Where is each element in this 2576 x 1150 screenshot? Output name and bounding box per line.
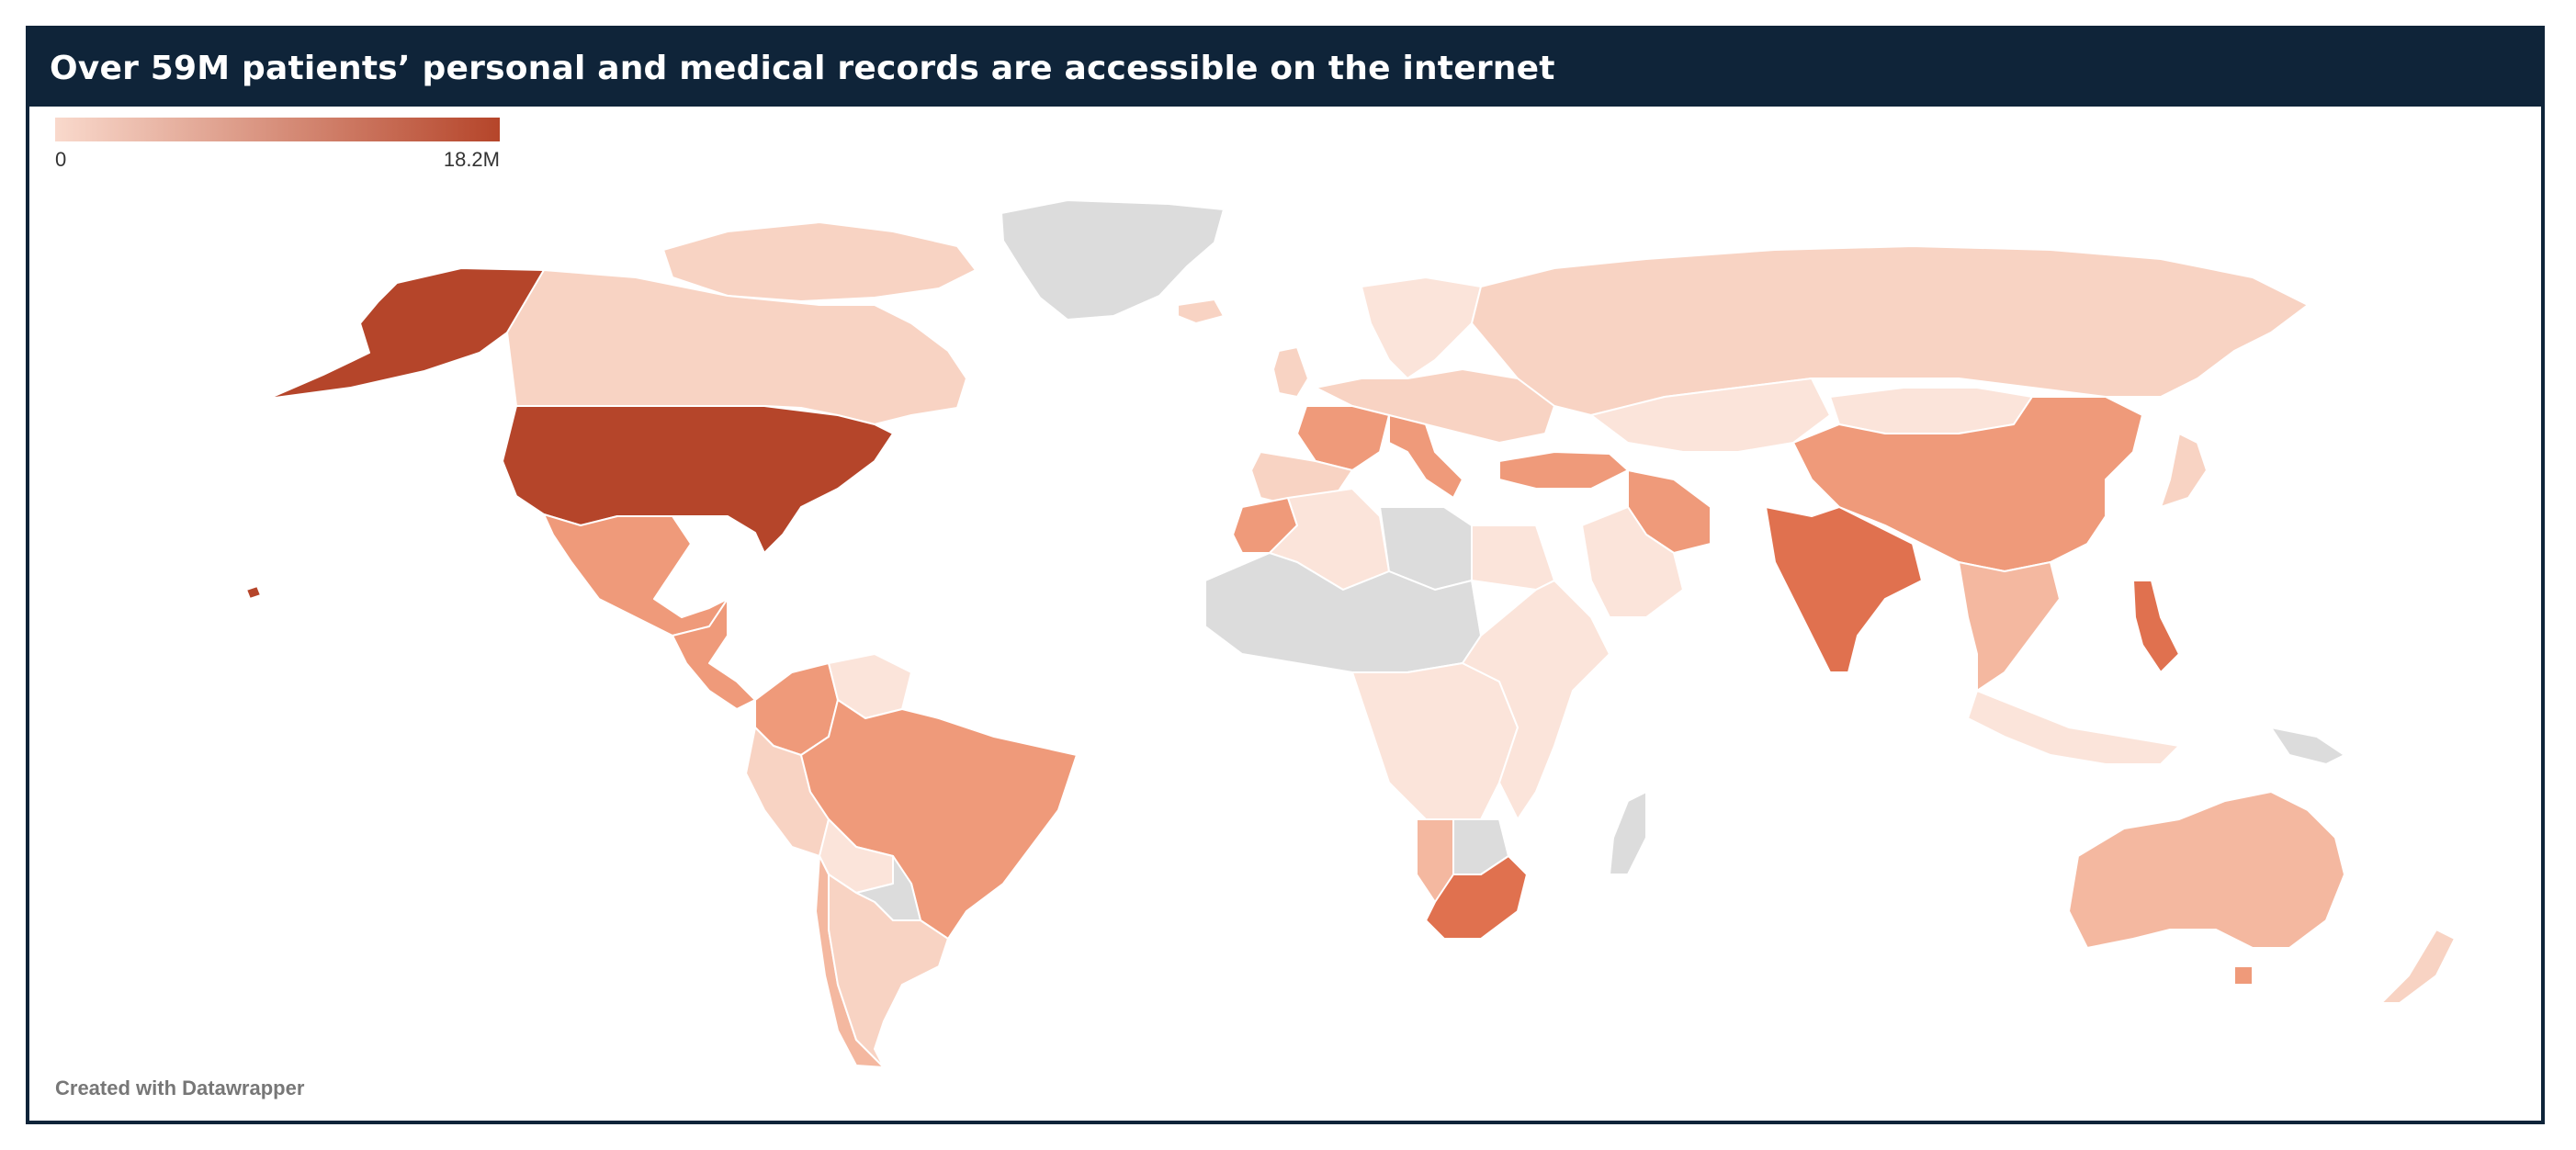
region-egypt [1471, 524, 1555, 591]
region-uk [1272, 346, 1309, 398]
region-brazil [800, 699, 1078, 940]
region-saudi-arabia [1581, 506, 1684, 618]
legend-max-label: 18.2M [443, 148, 500, 171]
region-southeast-asia [1958, 561, 2061, 692]
region-china [1792, 396, 2143, 572]
region-alaska [267, 267, 545, 400]
region-madagascar [1609, 791, 1647, 875]
legend-gradient-rect [55, 118, 500, 141]
region-south-africa [1425, 855, 1528, 940]
color-legend: 0 18.2M [55, 118, 500, 175]
region-kazakhstan [1590, 378, 1831, 453]
region-hawaii [245, 585, 262, 600]
region-arctic-canada [662, 221, 977, 302]
world-map-svg [245, 199, 2456, 1068]
credit-text: Created with Datawrapper [55, 1077, 305, 1099]
region-india [1765, 506, 1923, 673]
region-central-africa [1351, 662, 1519, 820]
legend-min-label: 0 [55, 148, 67, 171]
region-mexico [543, 513, 729, 637]
region-japan [2160, 433, 2208, 508]
region-central-america [672, 598, 756, 710]
world-map [29, 29, 2543, 1122]
chart-frame: Over 59M patients’ personal and medical … [26, 26, 2545, 1124]
chart-title: Over 59M patients’ personal and medical … [50, 49, 1555, 87]
region-greenland [1000, 199, 1225, 321]
region-tasmania [2233, 965, 2254, 986]
region-turkey [1498, 451, 1629, 490]
region-australia [2068, 791, 2345, 949]
region-iceland [1177, 299, 1225, 324]
region-east-africa [1462, 580, 1610, 820]
legend-gradient-bar [55, 118, 500, 141]
title-bar: Over 59M patients’ personal and medical … [29, 29, 2541, 107]
region-italy [1388, 414, 1463, 499]
region-france [1296, 405, 1390, 471]
region-scandinavia [1361, 276, 1482, 379]
region-indonesia [1967, 690, 2180, 765]
region-argentina [828, 874, 949, 1068]
region-papua-new-guinea [2270, 727, 2345, 765]
region-philippines [2132, 580, 2180, 673]
region-new-zealand [2380, 929, 2456, 1004]
